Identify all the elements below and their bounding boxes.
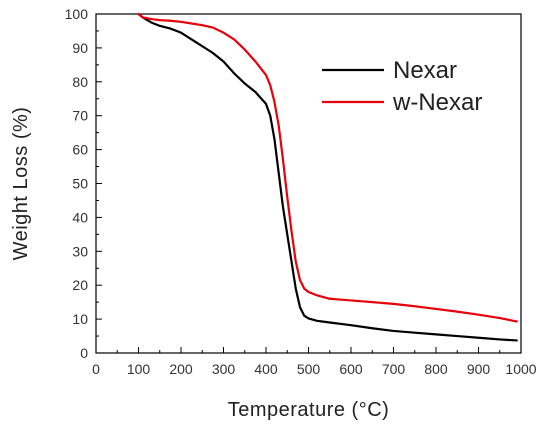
- legend: Nexar w-Nexar: [322, 57, 482, 116]
- x-tick-label: 300: [212, 361, 236, 377]
- series-line-nexar: [137, 12, 518, 342]
- y-tick-label: 70: [72, 108, 88, 124]
- x-tick-label: 100: [127, 361, 151, 377]
- legend-label-nexar: Nexar: [393, 57, 457, 84]
- x-tick-label: 200: [169, 361, 193, 377]
- y-tick-label: 10: [72, 311, 88, 327]
- y-tick-label: 30: [72, 243, 88, 259]
- axes: 0 100 200 300 400 500 600 700 800 900 1000 0 10 20 30 4…: [65, 6, 537, 377]
- x-tick-label: 700: [382, 361, 406, 377]
- y-tick-label: 20: [72, 277, 88, 293]
- x-tick-label: 500: [297, 361, 321, 377]
- y-tick-label: 50: [72, 176, 88, 192]
- x-tick-label: 0: [92, 361, 100, 377]
- axis-titles: Temperature (°C) Weight Loss (%): [10, 107, 389, 421]
- x-tick-label: 900: [467, 361, 491, 377]
- y-tick-label: 80: [72, 74, 88, 90]
- x-tick-label: 400: [254, 361, 278, 377]
- y-tick-label: 90: [72, 40, 88, 56]
- plot-frame: [95, 13, 522, 354]
- y-tick-label: 60: [72, 142, 88, 158]
- y-tick-label: 0: [80, 345, 88, 361]
- series-lines: [137, 12, 518, 342]
- x-tick-label: 1000: [505, 361, 536, 377]
- x-tick-label: 800: [424, 361, 448, 377]
- legend-label-w-nexar: w-Nexar: [392, 89, 482, 116]
- y-axis-title: Weight Loss (%): [10, 107, 32, 261]
- x-tick-label: 600: [339, 361, 363, 377]
- series-line-w-nexar: [137, 12, 518, 323]
- x-axis-title: Temperature (°C): [228, 399, 390, 421]
- y-tick-label: 40: [72, 209, 88, 225]
- y-tick-label: 100: [65, 6, 89, 22]
